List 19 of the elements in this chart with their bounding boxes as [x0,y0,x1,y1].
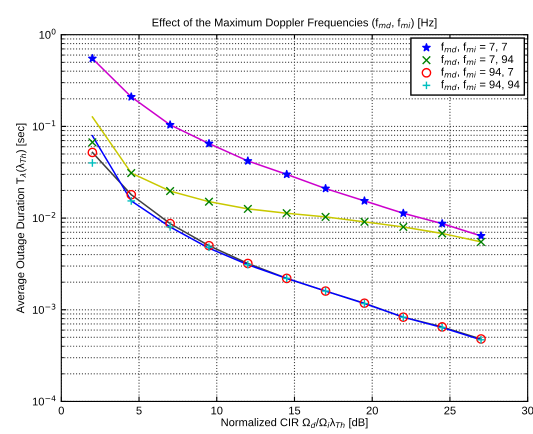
y-tick-label: 10$^{−1}$ [32,120,56,130]
y-tick-label: 10$^{−3}$ [32,304,56,314]
x-tick-label: 5 [136,406,142,414]
y-tick-label: 10$^{−4}$ [32,395,56,406]
x-tick-label: 15 [289,406,300,414]
x-axis-title: Normalized CIR Ω$_{d}$/Ω$_{i}$λ$_{Th}$ [dB] [222,418,368,428]
legend-label: f$_{md}$, f$_{mi}$ = 94, 94 [441,80,520,90]
x-tick-label: 30 [522,406,533,414]
chart-title: Effect of the Maximum Doppler Frequencies (f$_{md}$, f$_{mi}$) [Hz] [152,18,436,29]
legend-label: f$_{md}$, f$_{mi}$ = 94, 7 [441,68,514,78]
x-tick-label: 10 [211,406,222,414]
y-axis-title: Average Outage Duration T$_{λ}$(λ$_{Th}$) [sec] [16,124,26,314]
x-tick-label: 25 [444,406,456,414]
legend-label: f$_{md}$, f$_{mi}$ = 7, 7 [441,42,507,52]
legend-label: f$_{md}$, f$_{mi}$ = 7, 94 [441,55,514,65]
y-tick-label: 10$^{0}$ [40,28,56,39]
y-tick-label: 10$^{−2}$ [32,212,56,222]
x-tick-label: 20 [366,406,378,414]
x-tick-label: 0 [58,406,64,414]
